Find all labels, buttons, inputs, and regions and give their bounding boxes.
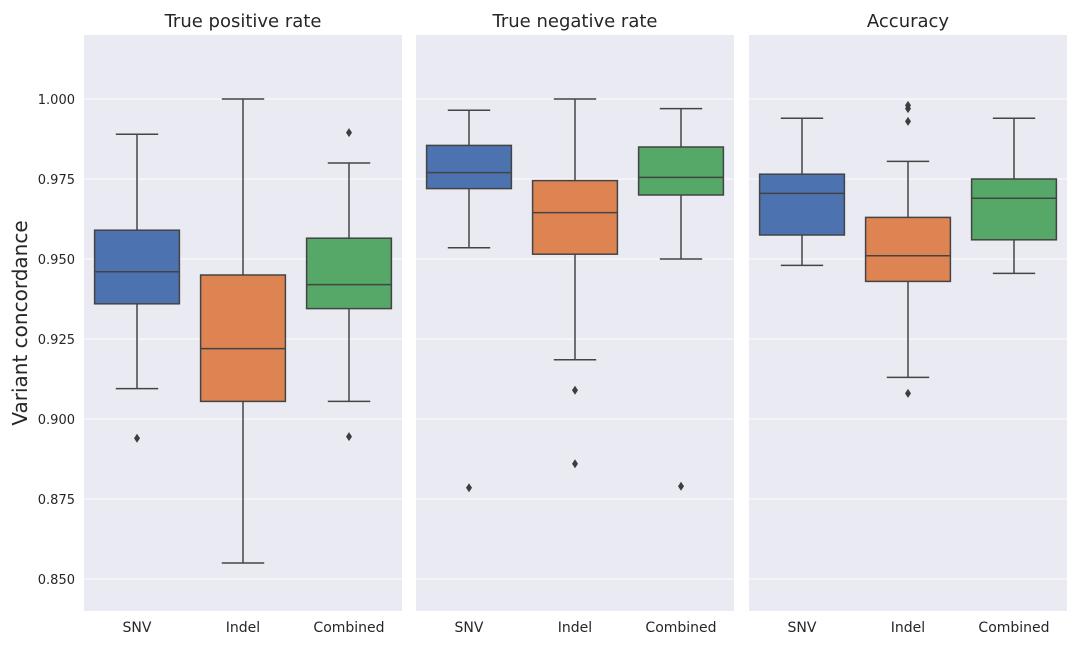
box-snv	[758, 117, 846, 267]
panel-title: True negative rate	[492, 11, 658, 32]
y-tick-label: 1.000	[38, 93, 75, 108]
y-tick-label: 0.950	[38, 253, 75, 268]
x-tick-label: SNV	[788, 620, 817, 636]
x-tick-label: Indel	[891, 620, 925, 636]
x-tick-label: Combined	[978, 620, 1049, 636]
iqr-box	[305, 237, 393, 310]
x-tick-label: Indel	[226, 620, 260, 636]
iqr-box	[199, 274, 287, 403]
iqr-box	[425, 144, 513, 190]
y-tick-label: 0.875	[38, 493, 75, 508]
y-tick-label: 0.925	[38, 333, 75, 348]
outlier-point	[346, 432, 352, 442]
box-combined	[637, 107, 725, 491]
panel-2: True negative rate SNV Indel Combined	[416, 11, 734, 636]
iqr-box	[93, 229, 181, 305]
iqr-box	[531, 179, 619, 255]
y-axis-label: Variant concordance	[8, 220, 32, 425]
box-indel	[531, 98, 619, 469]
outlier-point	[905, 100, 911, 110]
outlier-point	[905, 388, 911, 398]
outlier-point	[572, 385, 578, 395]
x-tick-label: Combined	[645, 620, 716, 636]
y-tick-label: 0.900	[38, 413, 75, 428]
panel-3: Accuracy SNV Indel Combined	[749, 11, 1067, 636]
outlier-point	[346, 128, 352, 138]
x-tick-label: Indel	[558, 620, 592, 636]
iqr-box	[864, 216, 952, 283]
x-tick-label: SNV	[123, 620, 152, 636]
box-snv	[93, 133, 181, 443]
y-tick-label: 0.850	[38, 573, 75, 588]
iqr-box	[637, 146, 725, 196]
chart-panels: True positive rate 0.850 0.875 0.900 0.925 0.…	[38, 11, 1067, 636]
y-tick-label: 0.975	[38, 173, 75, 188]
panel-1: True positive rate 0.850 0.875 0.900 0.925 0.…	[38, 11, 402, 636]
outlier-point	[466, 483, 472, 493]
box-snv	[425, 109, 513, 493]
box-combined	[970, 117, 1058, 275]
outlier-point	[905, 116, 911, 126]
outlier-point	[134, 433, 140, 443]
iqr-box	[970, 178, 1058, 241]
outlier-point	[678, 481, 684, 491]
iqr-box	[758, 173, 846, 236]
box-combined	[305, 128, 393, 442]
x-tick-label: SNV	[455, 620, 484, 636]
outlier-point	[572, 459, 578, 469]
panel-title: Accuracy	[867, 11, 950, 32]
box-indel	[199, 98, 287, 564]
x-tick-label: Combined	[313, 620, 384, 636]
box-indel	[864, 100, 952, 398]
panel-title: True positive rate	[164, 11, 322, 32]
